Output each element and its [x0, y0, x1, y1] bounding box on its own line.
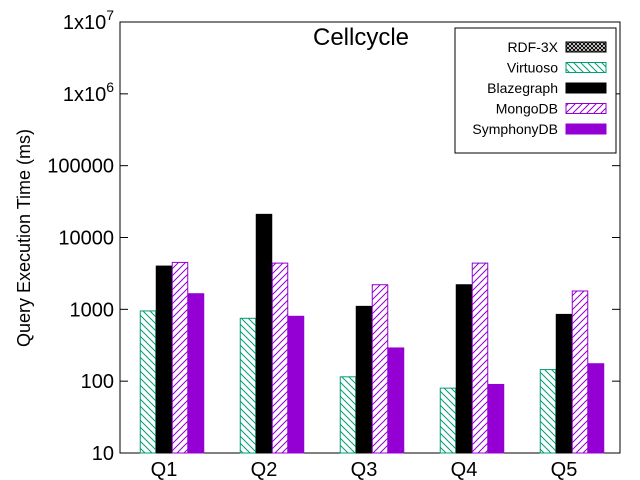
y-tick-label: 10000 — [58, 228, 114, 250]
y-tick-label-base: 1000 — [70, 299, 115, 321]
y-tick-label-base: 10000 — [58, 228, 114, 250]
x-tick-label: Q1 — [151, 459, 178, 480]
y-tick-label: 1x107 — [63, 7, 114, 34]
bar-blazegraph-q5 — [555, 313, 573, 454]
bar-blazegraph-q1 — [155, 265, 173, 454]
y-axis-title: Query Execution Time (ms) — [14, 129, 34, 347]
bar-mongodb-q3 — [371, 284, 389, 454]
bar-symphonydb-q4 — [487, 383, 505, 454]
bars-group — [139, 213, 605, 454]
bar-symphonydb-q2 — [287, 315, 305, 454]
bar-blazegraph-q2 — [255, 213, 273, 454]
y-tick-label: 1x106 — [63, 79, 114, 106]
y-tick-label-exponent: 7 — [106, 7, 114, 23]
legend-swatch — [565, 123, 607, 135]
x-tick-label: Q2 — [251, 459, 278, 480]
bar-mongodb-q5 — [571, 290, 589, 454]
legend-label: MongoDB — [496, 101, 558, 117]
y-tick-label: 1000 — [70, 299, 115, 321]
legend-label: Blazegraph — [487, 80, 558, 96]
legend-label: RDF-3X — [507, 39, 558, 55]
bar-symphonydb-q3 — [387, 347, 405, 454]
y-tick-label-base: 100 — [81, 371, 114, 393]
bar-blazegraph-q3 — [355, 305, 373, 454]
bar-mongodb-q1 — [171, 261, 189, 454]
legend: RDF-3X Virtuoso Blazegraph MongoDB SymphonyD… — [454, 27, 617, 154]
bar-virtuoso-q2 — [239, 317, 257, 454]
x-axis: Q1 Q2 Q3 Q4 Q5 — [151, 445, 578, 480]
legend-swatch — [565, 41, 607, 53]
y-tick-label-exponent: 6 — [106, 79, 114, 95]
y-tick-label: 10 — [92, 443, 114, 465]
y-tick-label: 100 — [81, 371, 114, 393]
y-tick-label-base: 100000 — [47, 156, 114, 178]
bar-virtuoso-q1 — [139, 310, 157, 454]
y-tick-label-base: 1x10 — [63, 84, 106, 106]
chart-title: Cellcycle — [313, 24, 409, 51]
bar-symphonydb-q1 — [187, 293, 205, 454]
x-tick-label: Q5 — [551, 459, 578, 480]
y-tick-label: 100000 — [47, 156, 114, 178]
bar-symphonydb-q5 — [587, 363, 605, 454]
x-tick-label: Q3 — [351, 459, 378, 480]
legend-label: SymphonyDB — [472, 121, 558, 137]
y-tick-label-base: 1x10 — [63, 12, 106, 34]
legend-label: Virtuoso — [507, 60, 558, 76]
legend-swatch — [565, 62, 607, 73]
bar-virtuoso-q3 — [339, 376, 357, 454]
legend-swatch — [565, 82, 607, 94]
y-tick-label-base: 10 — [92, 443, 114, 465]
bar-mongodb-q2 — [271, 262, 289, 454]
legend-swatch — [565, 103, 607, 114]
bar-mongodb-q4 — [471, 262, 489, 454]
x-tick-label: Q4 — [451, 459, 478, 480]
bar-virtuoso-q4 — [439, 387, 457, 454]
bar-virtuoso-q5 — [539, 369, 557, 454]
bar-blazegraph-q4 — [455, 284, 473, 454]
